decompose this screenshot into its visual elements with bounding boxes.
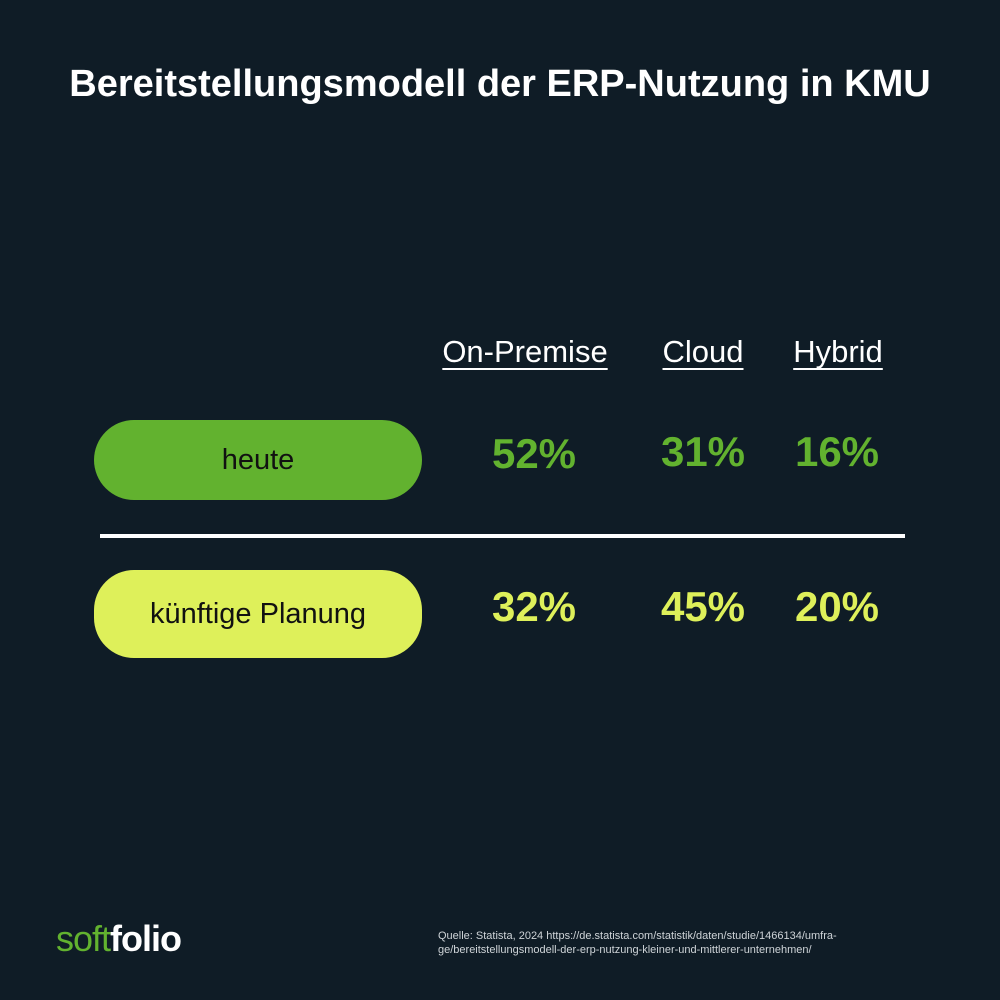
cell: 32% — [491, 583, 577, 630]
row-label: heute — [94, 420, 422, 500]
cell: 45% — [660, 583, 746, 630]
column-label: Cloud — [662, 334, 744, 369]
cell: 16% — [794, 428, 880, 475]
divider — [100, 534, 905, 538]
cell: 52% — [491, 430, 577, 477]
source: Quelle: Statista, 2024 https://de.statis… — [438, 929, 837, 957]
source-line: ge/bereitstellungsmodell-der-erp-nutzung… — [438, 944, 812, 956]
logo: softfolio — [56, 918, 182, 960]
logo-part: soft — [56, 918, 111, 959]
column-header: Hybrid — [718, 334, 958, 370]
title: Bereitstellungsmodell der ERP-Nutzung in… — [69, 63, 931, 105]
cell: 31% — [660, 428, 746, 475]
column-label: On-Premise — [442, 334, 608, 369]
logo-part: folio — [110, 918, 182, 959]
source-line: Quelle: Statista, 2024 https://de.statis… — [438, 930, 837, 942]
column-label: Hybrid — [793, 334, 883, 369]
row-label: künftige Planung — [94, 570, 422, 658]
column-header: On-Premise — [405, 334, 645, 370]
cell: 20% — [794, 583, 880, 630]
column-header: Cloud — [583, 334, 823, 370]
